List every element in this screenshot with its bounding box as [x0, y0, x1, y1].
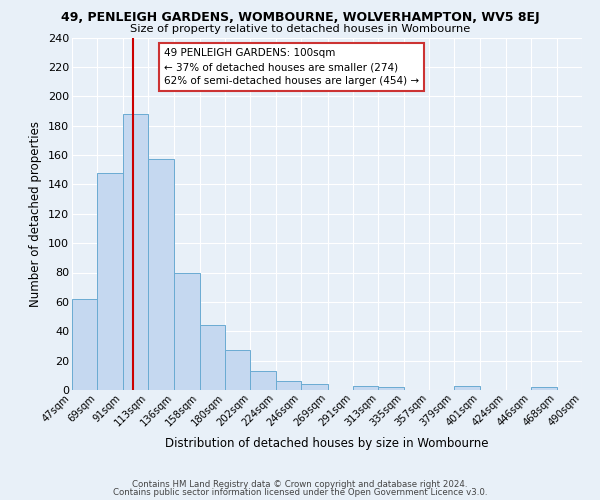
Bar	[532, 387, 557, 390]
Bar	[72, 299, 97, 390]
Text: Contains public sector information licensed under the Open Government Licence v3: Contains public sector information licen…	[113, 488, 487, 497]
Text: 49, PENLEIGH GARDENS, WOMBOURNE, WOLVERHAMPTON, WV5 8EJ: 49, PENLEIGH GARDENS, WOMBOURNE, WOLVERH…	[61, 11, 539, 24]
Bar	[97, 172, 122, 390]
Text: 49 PENLEIGH GARDENS: 100sqm
← 37% of detached houses are smaller (274)
62% of se: 49 PENLEIGH GARDENS: 100sqm ← 37% of det…	[164, 48, 419, 86]
Text: Size of property relative to detached houses in Wombourne: Size of property relative to detached ho…	[130, 24, 470, 34]
Bar	[148, 160, 175, 390]
Bar	[122, 114, 148, 390]
Bar	[454, 386, 479, 390]
Text: Contains HM Land Registry data © Crown copyright and database right 2024.: Contains HM Land Registry data © Crown c…	[132, 480, 468, 489]
Bar	[225, 350, 250, 390]
Bar	[250, 371, 276, 390]
Y-axis label: Number of detached properties: Number of detached properties	[29, 120, 43, 306]
Bar	[200, 326, 225, 390]
X-axis label: Distribution of detached houses by size in Wombourne: Distribution of detached houses by size …	[165, 436, 489, 450]
Bar	[378, 387, 404, 390]
Bar	[175, 272, 200, 390]
Bar	[301, 384, 328, 390]
Bar	[276, 381, 301, 390]
Bar	[353, 386, 378, 390]
